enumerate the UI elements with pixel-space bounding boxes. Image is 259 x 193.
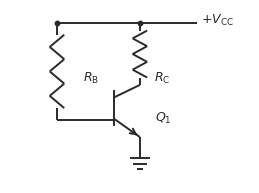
Text: $R_\mathrm{B}$: $R_\mathrm{B}$ [83, 71, 99, 86]
Text: $+V_{\mathrm{CC}}$: $+V_{\mathrm{CC}}$ [201, 13, 233, 28]
Text: $Q_1$: $Q_1$ [155, 111, 172, 126]
Text: $R_\mathrm{C}$: $R_\mathrm{C}$ [154, 71, 170, 86]
